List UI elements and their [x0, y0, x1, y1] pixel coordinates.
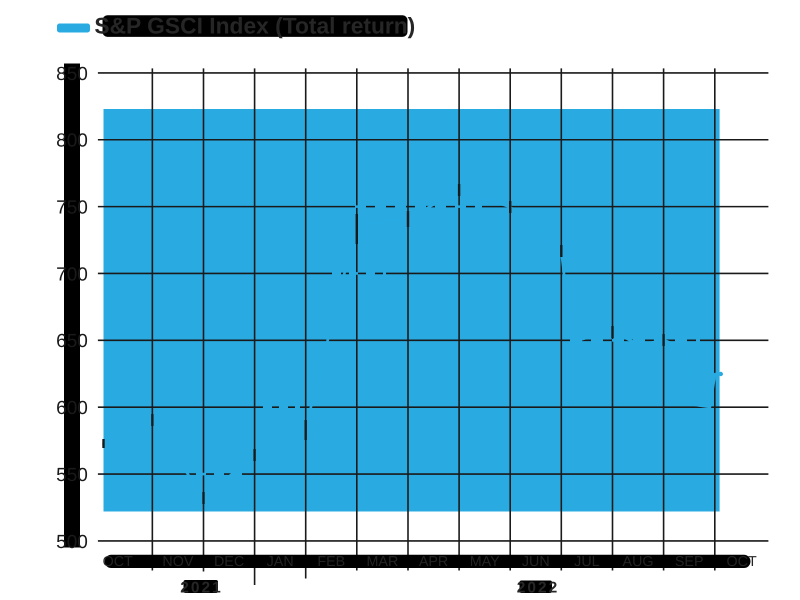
svg-text:JUL: JUL	[574, 554, 599, 570]
svg-text:2021: 2021	[180, 579, 222, 596]
svg-text:AUG: AUG	[623, 554, 654, 570]
svg-text:800: 800	[56, 131, 88, 152]
svg-text:850: 850	[56, 64, 88, 85]
svg-text:MAY: MAY	[470, 554, 500, 570]
svg-text:APR: APR	[419, 554, 448, 570]
svg-text:600: 600	[56, 398, 88, 419]
svg-text:JAN: JAN	[267, 554, 294, 570]
svg-text:OCT: OCT	[727, 554, 757, 570]
svg-text:S&P GSCI Index (Total return): S&P GSCI Index (Total return)	[94, 12, 415, 38]
svg-text:JUN: JUN	[522, 554, 550, 570]
svg-text:OCT: OCT	[103, 554, 133, 570]
svg-text:550: 550	[56, 465, 88, 486]
svg-text:NOV: NOV	[162, 554, 193, 570]
svg-text:650: 650	[56, 331, 88, 352]
svg-text:750: 750	[56, 198, 88, 219]
svg-text:DEC: DEC	[214, 554, 244, 570]
svg-text:2022: 2022	[517, 579, 559, 596]
svg-text:FEB: FEB	[317, 554, 345, 570]
svg-text:MAR: MAR	[367, 554, 399, 570]
svg-text:SEP: SEP	[675, 554, 704, 570]
svg-text:700: 700	[56, 264, 88, 285]
svg-text:500: 500	[56, 532, 88, 553]
